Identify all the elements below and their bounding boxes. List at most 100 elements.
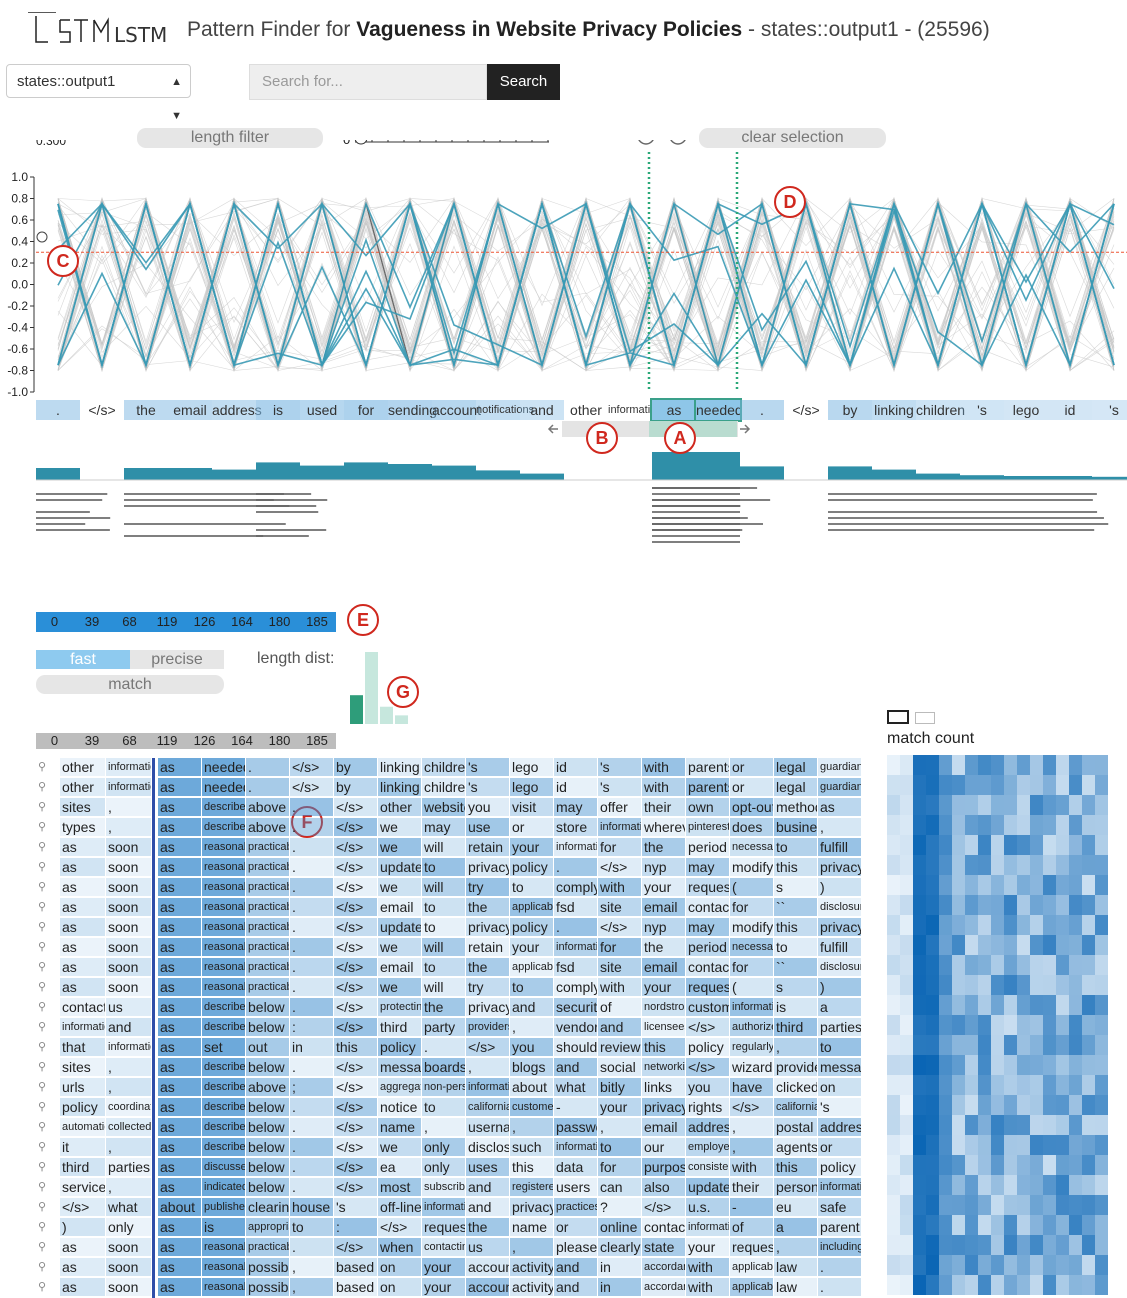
- link-icon[interactable]: ⚲: [38, 881, 47, 893]
- token-cell[interactable]: address: [212, 400, 262, 420]
- token-cell[interactable]: .: [36, 400, 80, 420]
- fast-mode-button[interactable]: fast: [36, 650, 130, 669]
- result-row[interactable]: ⚲assoonasreasonablypracticable.</s>wewil…: [0, 838, 861, 856]
- result-row[interactable]: ⚲thatinformationassetoutinthispolicy.</s…: [0, 1038, 861, 1056]
- link-icon[interactable]: ⚲: [38, 981, 47, 993]
- link-icon[interactable]: ⚲: [38, 1061, 47, 1073]
- result-row[interactable]: ⚲assoonasreasonablypracticable.</s>whenc…: [0, 1238, 861, 1256]
- link-icon[interactable]: ⚲: [38, 1001, 47, 1013]
- link-icon[interactable]: ⚲: [38, 1041, 47, 1053]
- token-cell[interactable]: id: [1048, 400, 1092, 420]
- result-row[interactable]: ⚲)onlyasisappropriateto:</s>requestthena…: [0, 1218, 861, 1236]
- token-cell[interactable]: sending: [388, 400, 438, 420]
- token-cell[interactable]: email: [168, 400, 212, 420]
- link-icon[interactable]: ⚲: [38, 1081, 47, 1093]
- result-row[interactable]: ⚲assoonasreasonablypossible,basedonyoura…: [0, 1258, 861, 1276]
- token-cell[interactable]: children: [916, 400, 966, 420]
- token-cell[interactable]: needed: [694, 398, 743, 422]
- result-row[interactable]: ⚲assoonasreasonablypracticable.</s>email…: [0, 958, 861, 976]
- token-cell[interactable]: information: [608, 404, 663, 416]
- threshold-handle[interactable]: [36, 231, 48, 243]
- token-cell[interactable]: 's: [960, 400, 1004, 420]
- match-offset-bar[interactable]: 0 39 68 119 126 164 180 185: [36, 612, 336, 632]
- link-icon[interactable]: ⚲: [38, 841, 47, 853]
- result-row[interactable]: ⚲ automaticallycollected asdescribedbelow.…: [0, 1118, 861, 1136]
- state-select[interactable]: states::output1 ▲ ▼: [6, 64, 191, 122]
- result-row[interactable]: ⚲ service, as indicated below. </s> most subscr…: [0, 1178, 861, 1196]
- link-icon[interactable]: ⚲: [38, 1101, 47, 1113]
- extend-right-icon[interactable]: [740, 424, 751, 434]
- slider-handle[interactable]: [354, 140, 368, 145]
- result-row[interactable]: ⚲policycoordinatorasdescribedbelow.</s>n…: [0, 1098, 861, 1116]
- extend-left-icon[interactable]: [547, 424, 558, 434]
- result-row[interactable]: ⚲assoonasreasonablypracticable.</s>wewil…: [0, 978, 861, 996]
- precise-mode-button[interactable]: precise: [130, 650, 224, 669]
- link-icon[interactable]: ⚲: [38, 1021, 47, 1033]
- search-button[interactable]: Search: [487, 64, 560, 100]
- result-row[interactable]: ⚲ contactusasdescribedbelow.</s>protectin…: [0, 998, 861, 1016]
- token-cell[interactable]: as: [650, 398, 698, 422]
- result-row[interactable]: ⚲assoonasreasonablypracticable.</s>wewil…: [0, 878, 861, 896]
- link-icon[interactable]: ⚲: [38, 1121, 47, 1133]
- token-cell[interactable]: .: [740, 400, 784, 420]
- result-row[interactable]: ⚲ types, asdescribedabove.</s>wemayuseorst…: [0, 818, 861, 836]
- token-cell[interactable]: 's: [1092, 400, 1127, 420]
- link-icon[interactable]: ⚲: [38, 961, 47, 973]
- link-icon[interactable]: ⚲: [38, 1161, 47, 1173]
- token-cell[interactable]: lego: [1004, 400, 1048, 420]
- result-row[interactable]: ⚲assoonasreasonablypracticable.</s>updat…: [0, 918, 861, 936]
- clear-selection-button[interactable]: clear selection: [699, 128, 886, 148]
- link-icon[interactable]: ⚲: [38, 1261, 47, 1273]
- nav-left-icon[interactable]: [638, 140, 654, 145]
- link-icon[interactable]: ⚲: [38, 1281, 47, 1293]
- result-row[interactable]: ⚲sites,asdescribedbelow.</s>messageboard…: [0, 1058, 861, 1076]
- link-icon[interactable]: ⚲: [38, 901, 47, 913]
- link-icon[interactable]: ⚲: [38, 1141, 47, 1153]
- result-row[interactable]: ⚲assoonasreasonablypracticable.</s>updat…: [0, 858, 861, 876]
- result-row[interactable]: ⚲informationandasdescribedbelow:</s>thir…: [0, 1018, 861, 1036]
- link-icon[interactable]: ⚲: [38, 921, 47, 933]
- toggle-fill-icon[interactable]: [915, 712, 936, 724]
- token-cell[interactable]: and: [520, 400, 564, 420]
- token-cell[interactable]: by: [828, 400, 872, 420]
- token-cell[interactable]: other: [570, 402, 602, 418]
- token-cell[interactable]: is: [256, 400, 300, 420]
- result-row[interactable]: ⚲ urls, asdescribedabove;</s>aggregatenon-…: [0, 1078, 861, 1096]
- link-icon[interactable]: ⚲: [38, 1181, 47, 1193]
- result-row[interactable]: ⚲assoonasreasonablypracticable.</s>email…: [0, 898, 861, 916]
- link-icon[interactable]: ⚲: [38, 781, 47, 793]
- link-icon[interactable]: ⚲: [38, 821, 47, 833]
- threshold-slider[interactable]: 0: [343, 140, 549, 147]
- token-cell[interactable]: notifications: [476, 400, 534, 420]
- match-button[interactable]: match: [36, 675, 224, 694]
- token-cell[interactable]: </s>: [792, 402, 820, 418]
- link-icon[interactable]: ⚲: [38, 801, 47, 813]
- token-cell[interactable]: for: [344, 400, 388, 420]
- token-cell[interactable]: </s>: [88, 402, 116, 418]
- link-icon[interactable]: ⚲: [38, 761, 47, 773]
- search-input[interactable]: Search for...: [249, 64, 487, 100]
- link-icon[interactable]: ⚲: [38, 1221, 47, 1233]
- result-row[interactable]: ⚲assoonasreasonablypracticable.</s>wewil…: [0, 938, 861, 956]
- token-cell[interactable]: account: [432, 400, 482, 420]
- result-row[interactable]: ⚲ it, asdescribedbelow.</s>weonlydiscloses…: [0, 1138, 861, 1156]
- length-filter-button[interactable]: length filter: [137, 128, 323, 148]
- selection-range-bar[interactable]: [547, 421, 751, 437]
- toggle-outline-icon[interactable]: [887, 710, 909, 724]
- link-icon[interactable]: ⚲: [38, 861, 47, 873]
- result-row[interactable]: ⚲sites,asdescribedabove.</s>otherwebsite…: [0, 798, 861, 816]
- token-cell[interactable]: linking: [872, 400, 916, 420]
- link-icon[interactable]: ⚲: [38, 1201, 47, 1213]
- result-row[interactable]: ⚲</s>whataboutpublishersclearinghouse'so…: [0, 1198, 861, 1216]
- nav-right-icon[interactable]: [670, 140, 686, 145]
- result-token: is: [202, 1218, 245, 1236]
- token-cell[interactable]: the: [124, 400, 168, 420]
- heatmap-toggle[interactable]: [887, 710, 936, 729]
- link-icon[interactable]: ⚲: [38, 1241, 47, 1253]
- token-cell[interactable]: used: [300, 400, 344, 420]
- link-icon[interactable]: ⚲: [38, 941, 47, 953]
- result-row[interactable]: ⚲assoonasreasonablypossible,basedonyoura…: [0, 1278, 861, 1296]
